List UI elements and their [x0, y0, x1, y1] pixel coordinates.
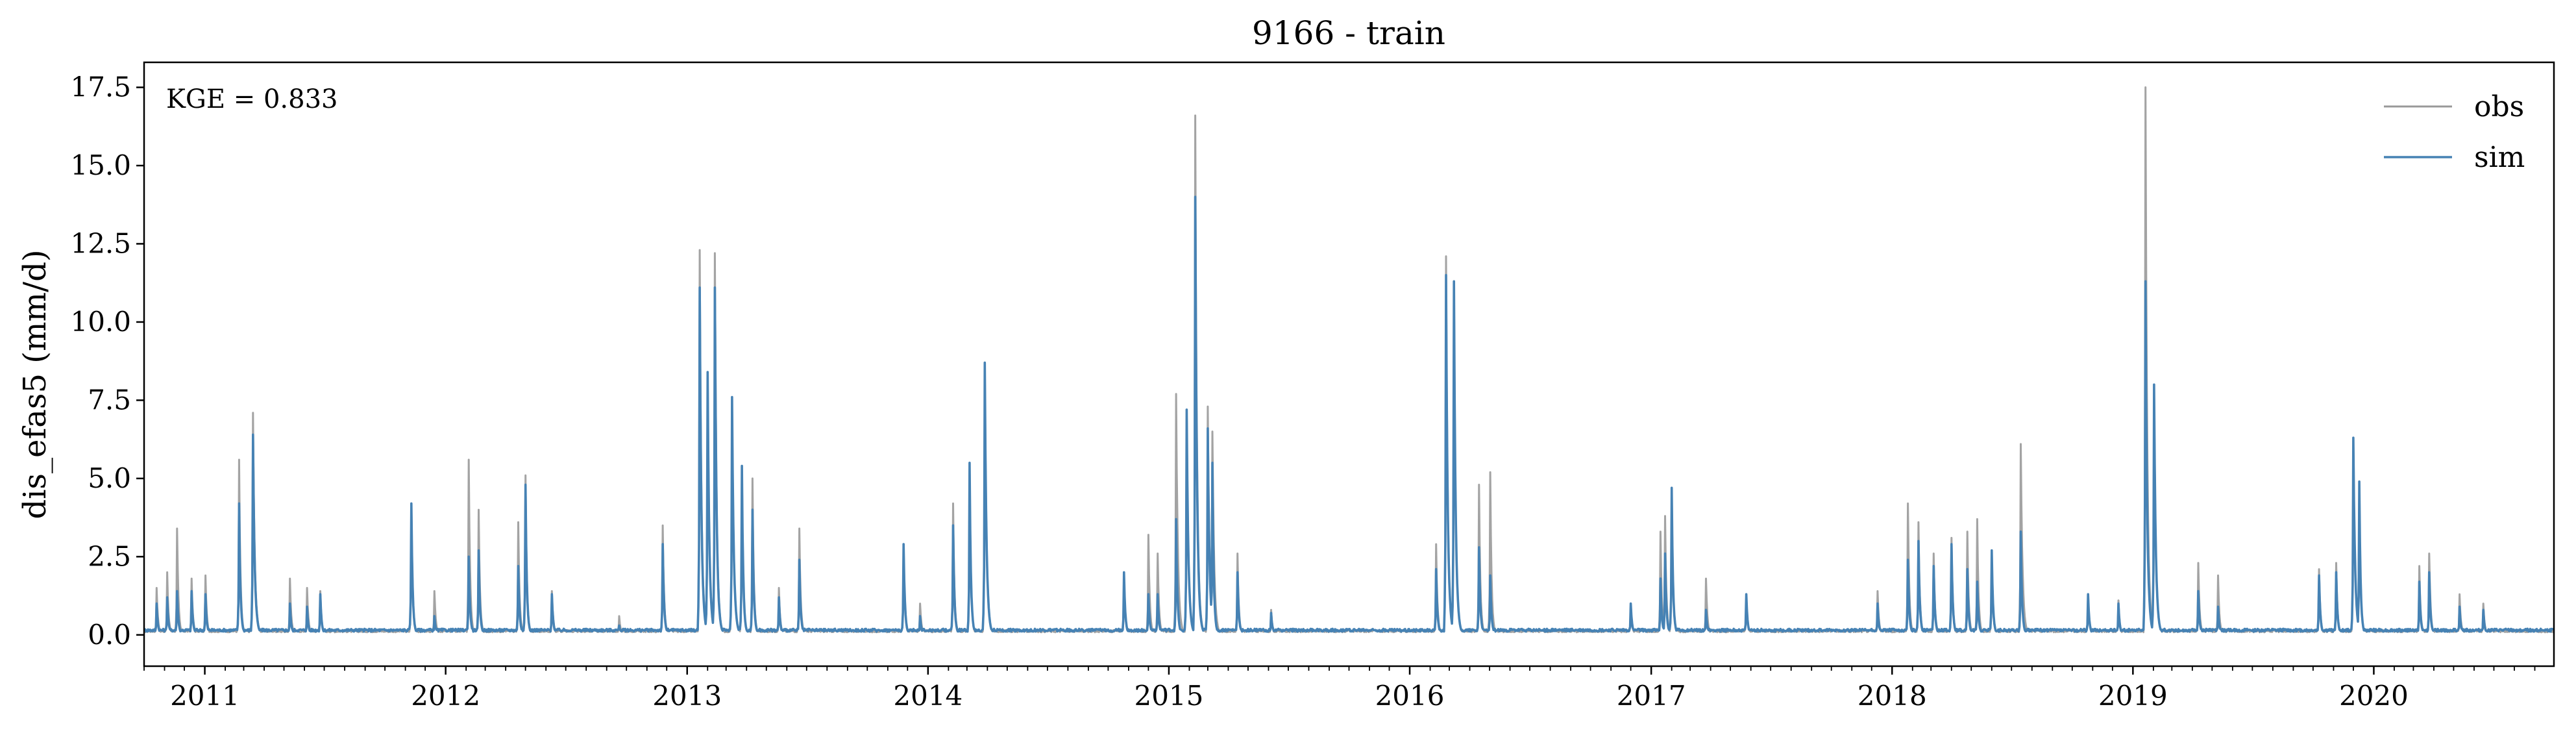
- legend-label-sim: sim: [2474, 141, 2525, 174]
- y-tick-label: 2.5: [88, 540, 131, 572]
- x-tick-label: 2020: [2339, 680, 2409, 712]
- x-tick-label: 2013: [652, 680, 722, 712]
- y-axis: 0.0 2.5 5.0 7.5 10.0 12.5 15.0 17.5: [70, 71, 144, 651]
- y-tick-label: 17.5: [70, 71, 131, 103]
- x-tick-label: 2017: [1617, 680, 1686, 712]
- y-tick-label: 10.0: [70, 306, 131, 338]
- x-tick-label: 2011: [170, 680, 239, 712]
- x-tick-label: 2012: [411, 680, 480, 712]
- y-tick-label: 5.0: [88, 462, 131, 494]
- x-tick-label: 2016: [1375, 680, 1445, 712]
- x-tick-label: 2019: [2098, 680, 2168, 712]
- series-line-sim: [144, 195, 2554, 633]
- x-tick-label: 2018: [1858, 680, 1927, 712]
- series-layer: [144, 86, 2554, 634]
- legend: obs sim: [2384, 90, 2525, 174]
- x-tick-label: 2014: [893, 680, 963, 712]
- y-tick-label: 15.0: [70, 149, 131, 181]
- y-tick-label: 12.5: [70, 227, 131, 259]
- legend-label-obs: obs: [2474, 90, 2524, 123]
- x-tick-label: 2015: [1134, 680, 1203, 712]
- chart-title: 9166 - train: [1252, 14, 1445, 52]
- x-axis: 2011 2012 2013 2014 2015 2016 2017 2018 2019 2020: [143, 666, 2536, 712]
- y-axis-label: dis_efas5 (mm/d): [17, 249, 53, 519]
- kge-annotation: KGE = 0.833: [166, 84, 338, 114]
- y-tick-label: 7.5: [88, 384, 131, 416]
- y-tick-label: 0.0: [88, 619, 131, 651]
